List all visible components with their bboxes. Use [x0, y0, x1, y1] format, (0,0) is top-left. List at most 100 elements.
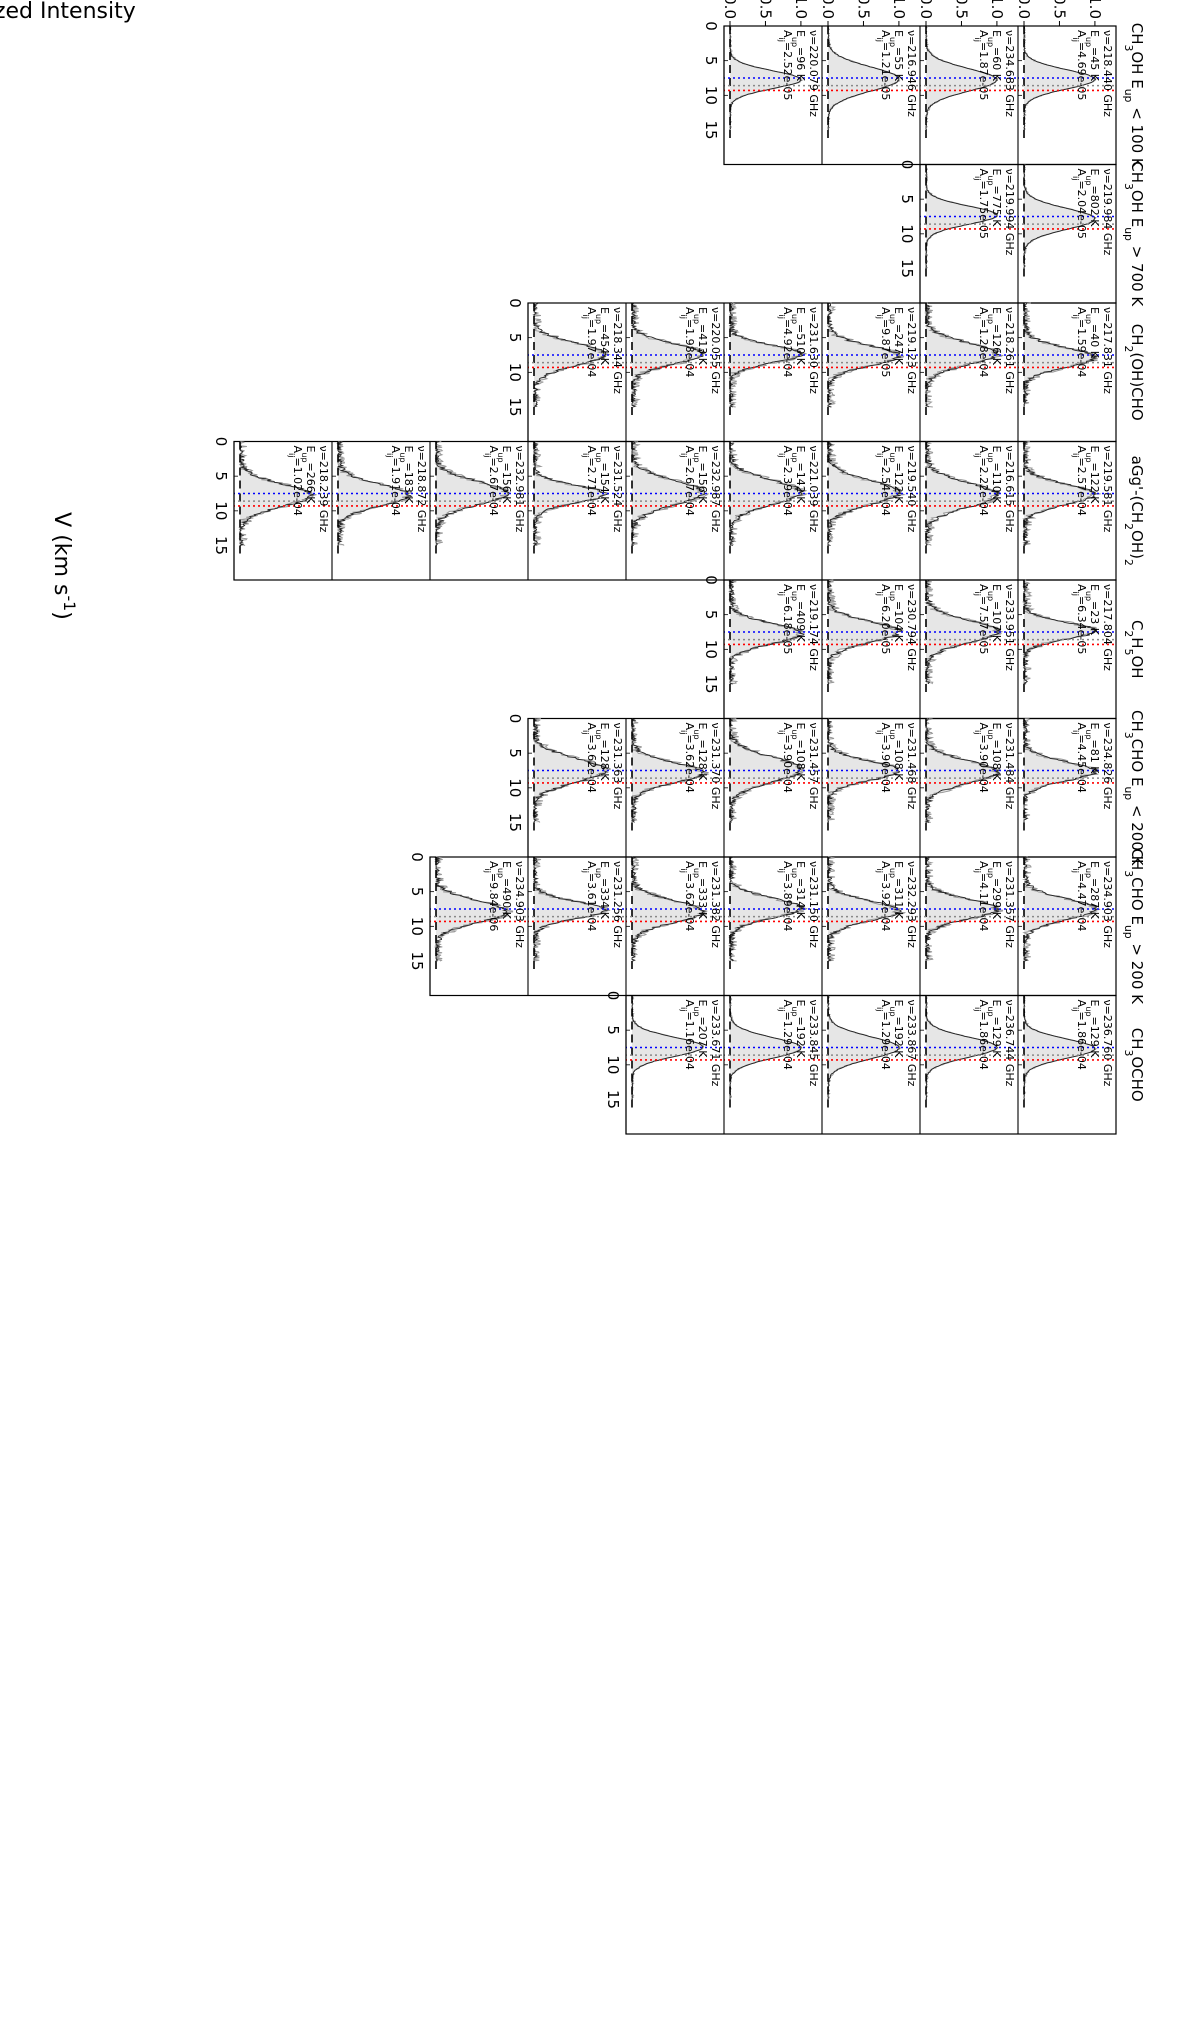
einstein-coefficient: Aij=2.39e-04: [778, 446, 795, 516]
upper-energy: Eup=55 K: [889, 30, 906, 82]
x-tick-label: 0: [212, 437, 230, 447]
upper-energy: Eup=126 K: [987, 307, 1004, 366]
model-spectrum: [434, 441, 510, 546]
x-axis-label: V (km s-1): [49, 512, 80, 620]
einstein-coefficient: Aij=1.87e-05: [974, 30, 991, 100]
upper-energy: Eup=775 K: [987, 169, 1004, 228]
column-title: C2H5OH: [1123, 620, 1147, 679]
upper-energy: Eup=108 K: [987, 723, 1004, 782]
transition-frequency: ν=231.457 GHz: [807, 723, 820, 810]
transition-frequency: ν=231.363 GHz: [611, 723, 624, 810]
upper-energy: Eup=287 K: [1085, 861, 1102, 920]
x-tick-label: 5: [604, 1025, 622, 1035]
upper-energy: Eup=247 K: [889, 307, 906, 366]
einstein-coefficient: Aij=1.29e-04: [876, 1000, 893, 1070]
upper-energy: Eup=45 K: [1085, 30, 1102, 82]
einstein-coefficient: Aij=1.75e-05: [974, 169, 991, 239]
transition-frequency: ν=236.760 GHz: [1101, 1000, 1114, 1087]
x-tick-label: 5: [408, 887, 426, 897]
spectrum-fill: [1024, 26, 1096, 130]
upper-energy: Eup=207 K: [693, 1000, 710, 1059]
einstein-coefficient: Aij=4.92e-04: [778, 307, 795, 377]
transition-frequency: ν=221.039 GHz: [807, 446, 820, 533]
x-tick-label: 15: [898, 259, 916, 278]
x-tick-label: 15: [702, 674, 720, 693]
transition-frequency: ν=218.261 GHz: [1003, 307, 1016, 394]
transition-frequency: ν=232.293 GHz: [905, 861, 918, 948]
einstein-coefficient: Aij=3.61e-04: [582, 861, 599, 931]
einstein-coefficient: Aij=2.71e-04: [582, 446, 599, 516]
upper-energy: Eup=96 K: [791, 30, 808, 82]
transition-frequency: ν=234.903 GHz: [1101, 861, 1114, 948]
spectrum-fill: [926, 26, 998, 130]
transition-frequency: ν=233.845 GHz: [807, 1000, 820, 1087]
upper-energy: Eup=142 K: [791, 446, 808, 505]
transition-frequency: ν=232.981 GHz: [513, 446, 526, 533]
spectrum-fill: [534, 441, 605, 546]
column-title: CH3OCHO: [1123, 1028, 1147, 1102]
y-tick-label: 1.0: [1086, 0, 1104, 19]
spectrum-fill: [730, 718, 806, 823]
einstein-coefficient: Aij=1.98e-04: [680, 307, 697, 377]
spectrum-fill: [632, 857, 708, 961]
x-tick-label: 15: [212, 536, 230, 555]
column-title: aGg'-(CH2OH)2: [1123, 456, 1147, 566]
spectrum-fill: [926, 441, 1000, 546]
y-tick-label: 0.0: [1015, 0, 1033, 19]
transition-frequency: ν=234.826 GHz: [1101, 723, 1114, 810]
spectrum-fill: [338, 441, 412, 546]
x-tick-label: 10: [212, 501, 230, 520]
x-tick-label: 15: [408, 951, 426, 970]
spectrum-fill: [730, 26, 803, 130]
observed-spectrum: [924, 995, 999, 1100]
y-tick-label: 0.5: [952, 0, 970, 19]
upper-energy: Eup=802 K: [1085, 169, 1102, 228]
upper-energy: Eup=122 K: [1085, 446, 1102, 505]
transition-frequency: ν=232.987 GHz: [709, 446, 722, 533]
spectrum-fill: [926, 164, 998, 269]
x-tick-label: 5: [212, 471, 230, 481]
x-tick-label: 15: [506, 397, 524, 416]
spectrum-fill: [534, 303, 610, 407]
column-title: CH2(OH)CHO: [1123, 324, 1147, 421]
transition-frequency: ν=218.440 GHz: [1101, 30, 1114, 117]
model-spectrum: [826, 441, 902, 546]
upper-energy: Eup=192 K: [791, 1000, 808, 1059]
transition-frequency: ν=231.524 GHz: [611, 446, 624, 533]
transition-frequency: ν=231.630 GHz: [807, 307, 820, 394]
spectrum-fill: [1024, 580, 1097, 684]
transition-frequency: ν=231.468 GHz: [905, 723, 918, 810]
einstein-coefficient: Aij=1.97e-04: [582, 307, 599, 377]
einstein-coefficient: Aij=1.91e-04: [386, 446, 403, 516]
upper-energy: Eup=107 K: [987, 584, 1004, 643]
transition-frequency: ν=231.256 GHz: [611, 861, 624, 948]
einstein-coefficient: Aij=2.04e-05: [1072, 169, 1089, 239]
transition-frequency: ν=231.484 GHz: [1003, 723, 1016, 810]
upper-energy: Eup=510 K: [791, 307, 808, 366]
y-tick-label: 0.5: [854, 0, 872, 19]
transition-frequency: ν=217.831 GHz: [1101, 307, 1114, 394]
y-tick-label: 0.5: [1050, 0, 1068, 19]
upper-energy: Eup=266 K: [301, 446, 318, 505]
y-tick-label: 0.0: [819, 0, 837, 19]
transition-frequency: ν=220.055 GHz: [709, 307, 722, 394]
